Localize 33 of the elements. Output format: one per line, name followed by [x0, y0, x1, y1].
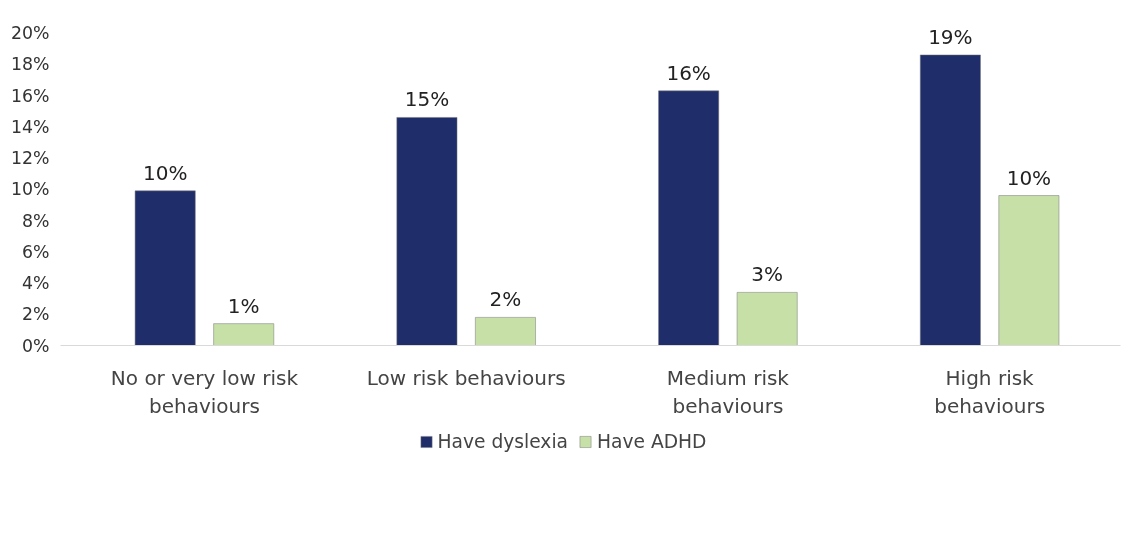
- data-label: 3%: [751, 262, 784, 287]
- data-label: 2%: [489, 287, 522, 312]
- y-tick-label: 6%: [22, 241, 50, 262]
- y-tick-label: 20%: [10, 23, 50, 44]
- legend-label: Have dyslexia: [437, 430, 569, 452]
- bar: [920, 54, 981, 346]
- y-tick-label: 0%: [22, 335, 50, 356]
- y-tick-label: 12%: [10, 148, 50, 169]
- bar: [396, 117, 458, 346]
- bar: [475, 317, 536, 346]
- bar: [658, 90, 719, 346]
- data-label: 10%: [1006, 165, 1052, 190]
- y-tick-label: 14%: [10, 116, 50, 137]
- bar: [998, 195, 1060, 346]
- y-tick-label: 2%: [22, 304, 50, 325]
- bar: [736, 292, 798, 346]
- y-tick-label: 18%: [10, 54, 50, 75]
- y-tick-label: 4%: [22, 273, 50, 294]
- data-label: 15%: [404, 87, 450, 112]
- legend-label: Have ADHD: [597, 430, 707, 452]
- y-tick-label: 8%: [22, 210, 50, 231]
- data-label: 19%: [928, 24, 973, 49]
- bar: [134, 190, 196, 346]
- y-tick-label: 10%: [10, 179, 50, 200]
- bar: [213, 323, 275, 346]
- x-tick-label: Medium risk behaviours: [666, 365, 790, 419]
- x-tick-label: Low risk behaviours: [366, 365, 566, 390]
- x-tick-label: No or very low risk behaviours: [110, 365, 299, 419]
- x-tick-label: High risk behaviours: [934, 365, 1046, 419]
- data-label: 10%: [142, 160, 188, 185]
- y-tick-label: 16%: [10, 85, 50, 106]
- data-label: 16%: [666, 60, 711, 85]
- data-label: 1%: [227, 293, 260, 318]
